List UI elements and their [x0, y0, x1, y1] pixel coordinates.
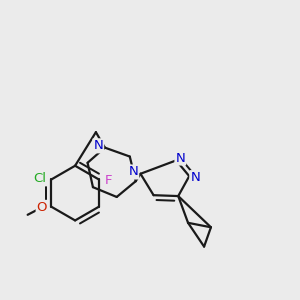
Text: N: N [176, 152, 185, 164]
Text: N: N [128, 166, 138, 178]
Text: F: F [105, 173, 112, 187]
Text: N: N [93, 139, 103, 152]
Text: Cl: Cl [34, 172, 46, 185]
Text: O: O [37, 201, 47, 214]
Text: N: N [190, 171, 200, 184]
